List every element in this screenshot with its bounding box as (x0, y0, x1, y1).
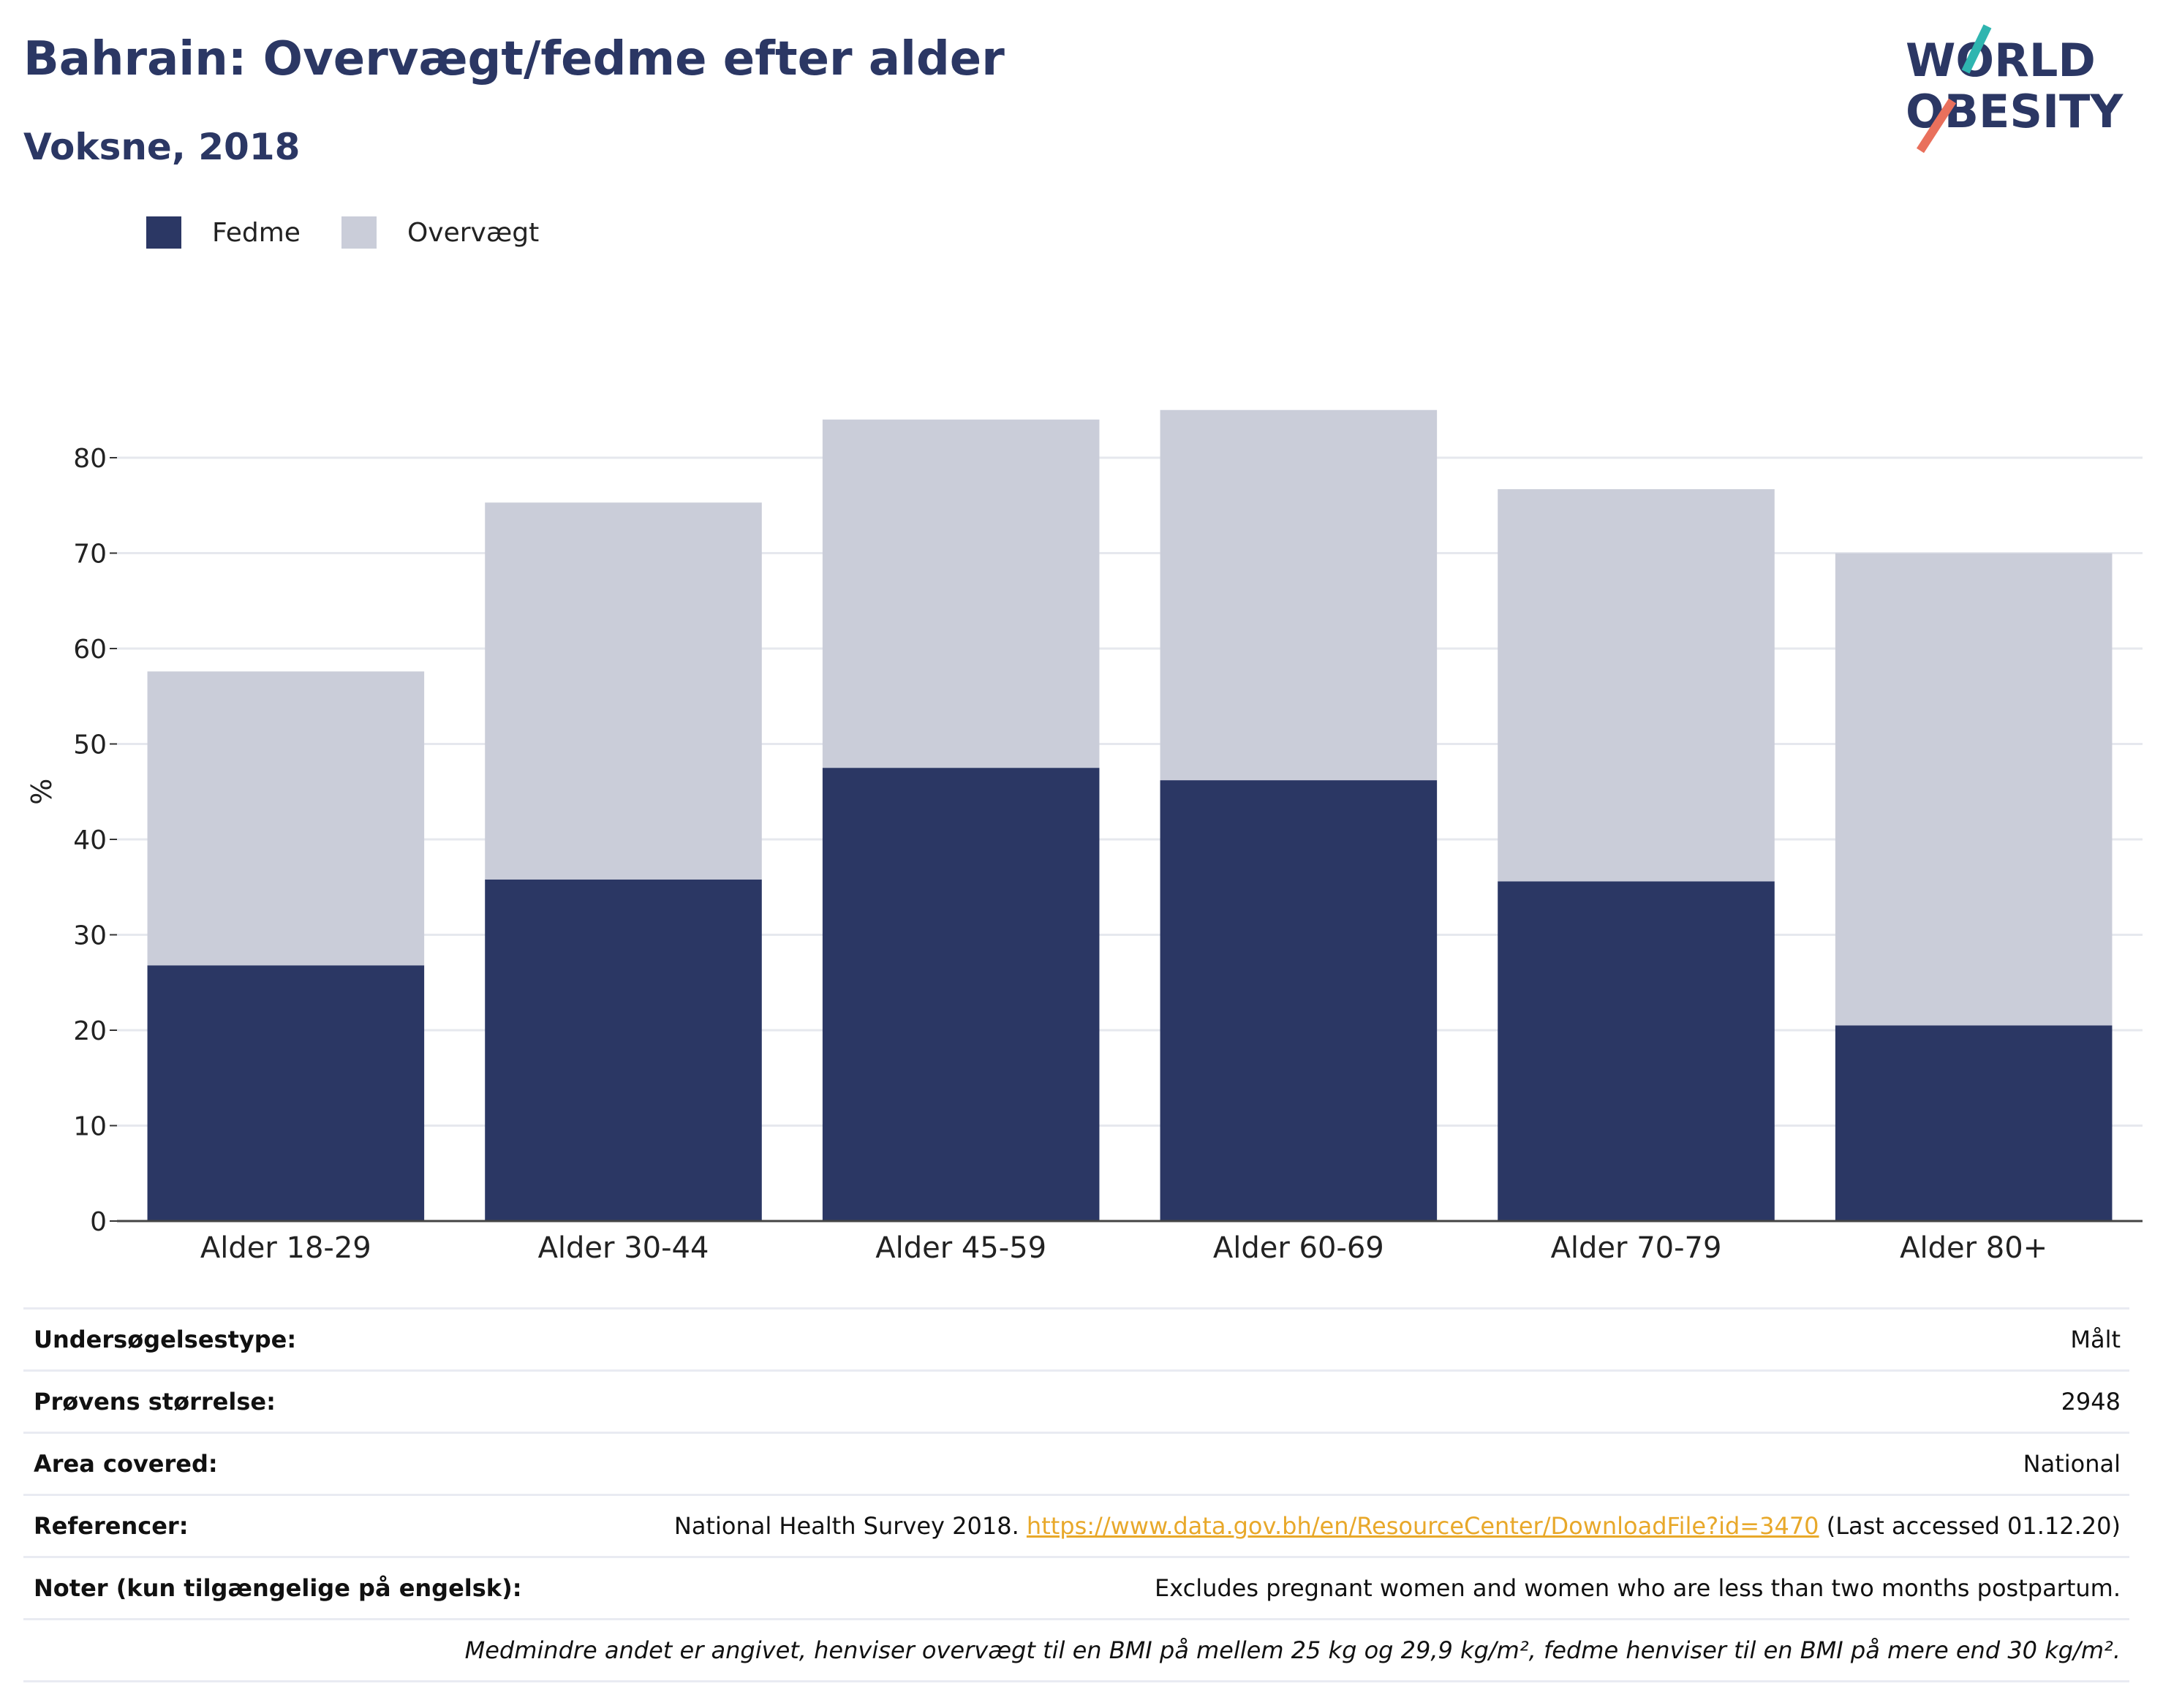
info-label: Area covered: (34, 1450, 218, 1478)
survey-info-table: Undersøgelsestype: Målt Prøvens størrels… (23, 1307, 2129, 1682)
info-value: Målt (2070, 1326, 2121, 1353)
reference-accessed: (Last accessed 01.12.20) (1819, 1512, 2121, 1540)
y-tick-label: 50 (73, 730, 107, 760)
info-value: 2948 (2061, 1388, 2121, 1416)
legend-item-obesity[interactable]: Fedme (146, 216, 301, 249)
logo-slash-coral (1916, 98, 1957, 154)
info-value: National (2023, 1450, 2121, 1478)
info-label: Prøvens størrelse: (34, 1388, 276, 1416)
logo-slash-teal (1961, 24, 1992, 74)
bar-overweight (1835, 553, 2113, 1026)
legend-swatch-overweight (341, 216, 377, 249)
chart-subtitle: Voksne, 2018 (23, 126, 301, 168)
y-tick-label: 10 (73, 1112, 107, 1142)
bar-obesity (147, 965, 425, 1221)
bar-obesity (1498, 881, 1775, 1221)
bar-overweight (147, 671, 425, 966)
world-obesity-logo: WORLD OBESITY (1906, 24, 2124, 154)
y-tick-label: 80 (73, 444, 107, 474)
y-tick-label: 0 (90, 1207, 107, 1237)
bar-obesity (1835, 1025, 2113, 1221)
info-label: Undersøgelsestype: (34, 1326, 297, 1353)
info-value: Excludes pregnant women and women who ar… (1155, 1574, 2121, 1602)
info-label: Referencer: (34, 1512, 189, 1540)
x-tick-label: Alder 30-44 (538, 1231, 709, 1265)
bar-overweight (1498, 489, 1775, 882)
legend-item-overweight[interactable]: Overvægt (341, 216, 539, 249)
info-row-survey-type: Undersøgelsestype: Målt (23, 1307, 2129, 1369)
chart-legend: Fedme Overvægt (146, 216, 580, 249)
x-tick-label: Alder 18-29 (200, 1231, 371, 1265)
y-tick-label: 60 (73, 635, 107, 665)
bar-overweight (485, 502, 762, 880)
y-tick-label: 70 (73, 540, 107, 570)
stacked-bar-chart: 0 10 20 30 40 50 60 70 80% Alder 18-29 Alder 30-44… (26, 409, 2143, 1265)
info-row-notes: Noter (kun tilgængelige på engelsk): Exc… (23, 1556, 2129, 1618)
info-row-references: Referencer: National Health Survey 2018.… (23, 1494, 2129, 1556)
info-row-footnote: Medmindre andet er angivet, henviser ove… (23, 1618, 2129, 1682)
bar-obesity (485, 879, 762, 1221)
y-tick-label: 20 (73, 1016, 107, 1046)
y-axis-label: % (26, 779, 58, 805)
chart-title: Bahrain: Overvægt/fedme efter alder (23, 32, 1005, 86)
info-label: Noter (kun tilgængelige på engelsk): (34, 1574, 522, 1602)
x-tick-label: Alder 60-69 (1213, 1231, 1384, 1265)
y-tick-label: 30 (73, 921, 107, 951)
x-tick-label: Alder 80+ (1900, 1231, 2047, 1265)
info-row-area-covered: Area covered: National (23, 1432, 2129, 1494)
info-value: National Health Survey 2018. https://www… (674, 1512, 2129, 1540)
logo-line1: WORLD (1906, 34, 2096, 87)
info-row-sample-size: Prøvens størrelse: 2948 (23, 1369, 2129, 1432)
bmi-footnote: Medmindre andet er angivet, henviser ove… (464, 1636, 2121, 1664)
bar-obesity (822, 768, 1100, 1221)
reference-link[interactable]: https://www.data.gov.bh/en/ResourceCente… (1026, 1512, 1819, 1540)
reference-text: National Health Survey 2018. (673, 1512, 1027, 1540)
x-tick-label: Alder 45-59 (875, 1231, 1046, 1265)
bar-overweight (1160, 409, 1438, 781)
x-tick-label: Alder 70-79 (1551, 1231, 1722, 1265)
y-tick-label: 40 (73, 825, 107, 855)
bar-obesity (1160, 780, 1438, 1221)
legend-label-overweight: Overvægt (407, 217, 540, 248)
legend-label-obesity: Fedme (212, 217, 301, 248)
bar-overweight (822, 419, 1100, 768)
legend-swatch-obesity (146, 216, 181, 249)
